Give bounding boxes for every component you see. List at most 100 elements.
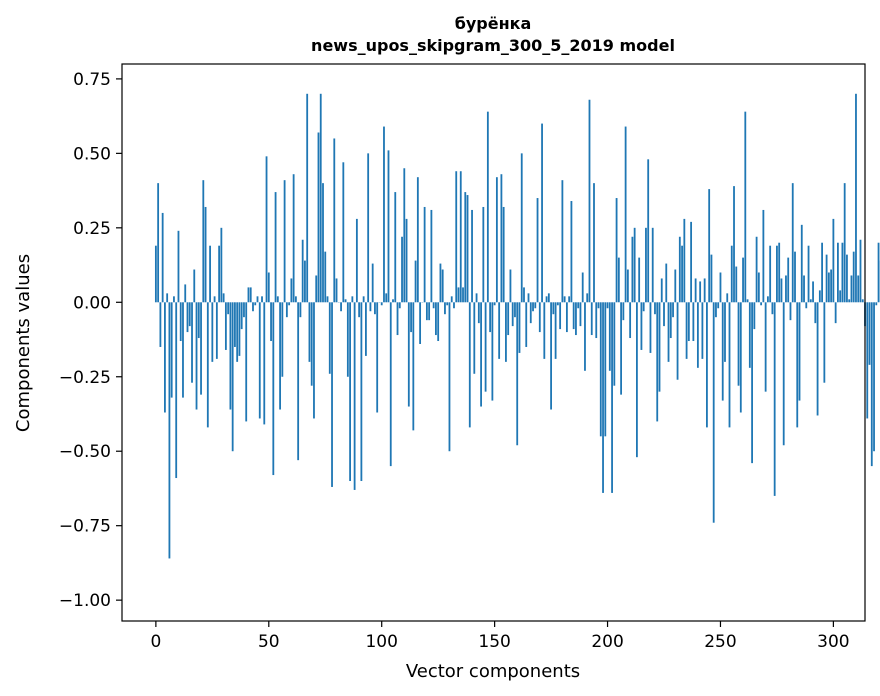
bar: [188, 302, 191, 327]
bar: [834, 302, 837, 324]
bar: [215, 302, 218, 359]
bar: [466, 195, 469, 303]
bar: [780, 278, 783, 303]
bar: [435, 302, 437, 336]
bar: [480, 302, 482, 407]
bar: [794, 251, 796, 303]
bar: [846, 254, 848, 303]
bar: [678, 236, 681, 303]
bar: [527, 293, 530, 303]
bar: [462, 287, 464, 303]
bar: [446, 302, 449, 306]
bar: [669, 302, 672, 339]
bar: [706, 302, 708, 428]
y-axis-ticks: 0.75 0.50 0.25 0.00 −0.25 −0.50 −0.75 −1.00: [59, 70, 122, 611]
bar: [419, 302, 422, 344]
bar: [602, 302, 604, 493]
bar: [597, 302, 600, 309]
bar: [631, 236, 634, 303]
bar: [450, 296, 453, 303]
bar: [283, 180, 286, 303]
bar: [785, 275, 787, 303]
bar: [572, 302, 575, 330]
bar: [272, 302, 275, 476]
bar: [563, 296, 566, 303]
bar: [170, 302, 173, 398]
bar: [355, 218, 358, 303]
bar: [658, 302, 661, 392]
bar: [818, 290, 821, 303]
bar: [766, 296, 769, 303]
bar: [200, 302, 202, 395]
bar: [559, 302, 562, 330]
bar: [175, 302, 178, 479]
bar: [744, 111, 747, 303]
bar: [166, 293, 169, 303]
bar: [493, 302, 496, 306]
bar: [502, 206, 505, 303]
bar: [595, 302, 598, 339]
bar: [586, 293, 589, 303]
bar: [608, 302, 611, 371]
bar: [173, 296, 175, 303]
bar: [590, 302, 593, 336]
bar: [789, 302, 792, 321]
bar: [511, 302, 514, 327]
bar: [197, 302, 200, 339]
bar: [730, 245, 733, 303]
bar: [870, 302, 873, 467]
bar: [520, 153, 523, 303]
bar: [279, 302, 281, 410]
x-axis-label: Vector components: [406, 661, 580, 682]
bar: [645, 227, 647, 303]
bar: [405, 218, 408, 303]
bar: [728, 302, 731, 428]
bar: [274, 192, 277, 303]
y-tick-label: −0.25: [59, 368, 111, 388]
bar: [599, 302, 602, 437]
bar: [468, 302, 471, 428]
bar: [459, 171, 462, 303]
bar: [676, 302, 679, 380]
bar: [523, 287, 525, 303]
bar: [843, 183, 846, 303]
bar: [281, 302, 284, 377]
bar: [575, 302, 577, 336]
y-tick-label: 0.75: [73, 70, 111, 90]
bar: [606, 302, 609, 309]
bar: [757, 272, 760, 303]
bar: [568, 296, 571, 303]
bar: [764, 302, 767, 392]
bar: [848, 299, 851, 303]
bar: [500, 174, 503, 303]
bar: [742, 257, 744, 303]
bar: [577, 302, 580, 309]
bar: [326, 296, 329, 303]
y-tick-label: 0.50: [73, 144, 111, 164]
bar: [674, 269, 677, 303]
bar: [299, 302, 302, 318]
bar: [715, 302, 717, 318]
bar: [534, 302, 537, 309]
bar: [270, 302, 272, 342]
bar: [407, 302, 410, 407]
bar: [556, 302, 559, 306]
bar: [313, 302, 315, 419]
bar: [629, 302, 632, 339]
bar: [324, 251, 327, 303]
x-tick-label: 300: [817, 632, 849, 652]
bar: [425, 302, 428, 321]
bar-series: [154, 93, 880, 559]
bar: [389, 302, 392, 467]
bar: [647, 159, 650, 303]
bar: [633, 227, 636, 303]
bar: [550, 302, 552, 410]
bar: [588, 99, 591, 303]
bar: [365, 302, 367, 356]
bar: [444, 302, 446, 315]
bar: [692, 302, 695, 342]
bar: [735, 266, 738, 303]
bar: [776, 245, 778, 303]
bar: [687, 302, 690, 342]
bar: [202, 180, 205, 303]
